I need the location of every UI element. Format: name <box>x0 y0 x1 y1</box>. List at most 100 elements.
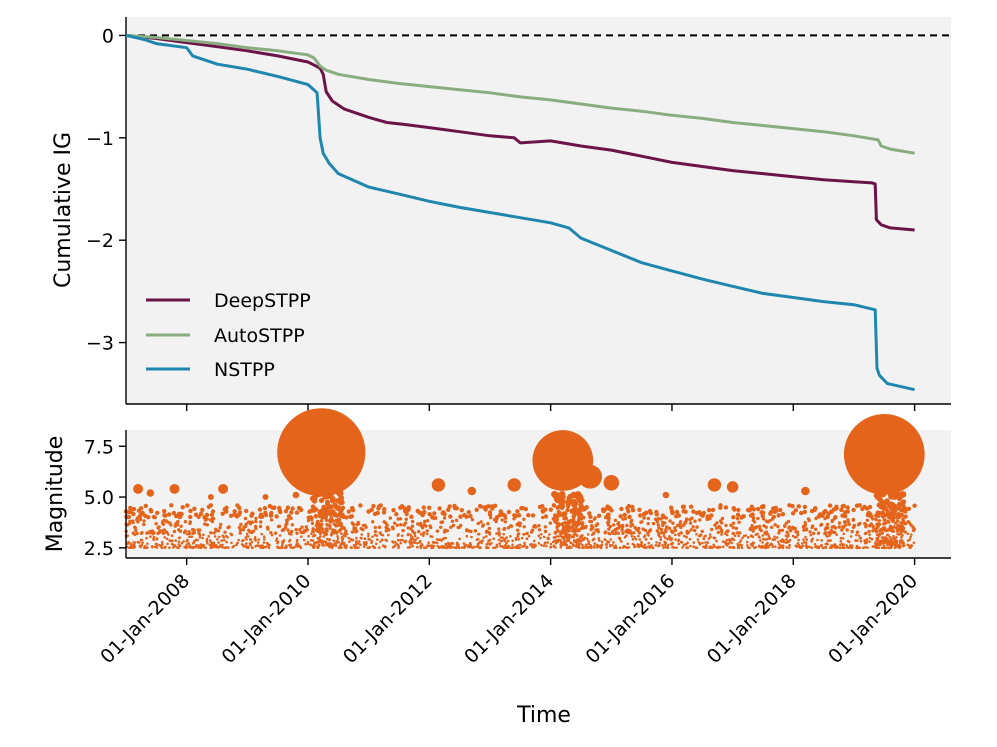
event-point <box>882 536 886 539</box>
event-point <box>295 538 299 542</box>
event-point <box>338 513 343 518</box>
event-point <box>889 527 893 531</box>
event-point <box>342 526 346 530</box>
event-point <box>695 533 698 536</box>
event-point <box>794 544 798 548</box>
event-point <box>274 514 279 519</box>
event-point <box>394 512 399 517</box>
event-point <box>796 533 799 537</box>
event-point <box>307 509 312 514</box>
event-point <box>382 507 387 512</box>
event-point <box>403 521 408 525</box>
event-point <box>844 523 848 527</box>
event-point <box>376 538 379 541</box>
event-point <box>877 540 881 544</box>
event-point <box>447 543 451 546</box>
event-point <box>831 530 835 534</box>
event-point <box>889 546 893 549</box>
event-point <box>128 509 133 515</box>
event-point <box>140 544 144 547</box>
event-point <box>762 524 766 528</box>
event-point <box>545 544 548 548</box>
event-point <box>132 546 135 550</box>
event-point <box>529 543 532 546</box>
event-point <box>428 524 432 528</box>
event-point <box>667 526 672 530</box>
event-point <box>162 528 167 532</box>
event-point <box>511 543 514 547</box>
event-point <box>697 510 702 515</box>
event-point <box>242 525 246 529</box>
event-point <box>634 537 638 541</box>
event-point <box>228 513 234 518</box>
event-point <box>903 522 908 526</box>
event-point <box>741 514 746 519</box>
event-point <box>566 528 570 533</box>
event-point <box>902 506 908 511</box>
event-point <box>561 511 566 516</box>
event-point <box>890 507 895 512</box>
event-point <box>325 537 329 541</box>
event-point <box>562 525 566 529</box>
event-point <box>757 544 761 548</box>
event-point <box>581 537 584 541</box>
event-point <box>901 542 905 545</box>
event-point <box>731 531 735 536</box>
event-point <box>233 513 239 518</box>
event-point <box>391 525 395 530</box>
event-point <box>306 540 310 544</box>
event-point <box>677 538 681 542</box>
event-point <box>384 538 387 542</box>
event-point <box>772 538 776 541</box>
event-point <box>437 506 442 511</box>
event-point <box>698 518 702 522</box>
event-point <box>626 542 629 546</box>
event-point <box>563 521 568 525</box>
event-point <box>306 542 310 546</box>
event-point <box>559 534 563 538</box>
event-point <box>784 521 788 525</box>
event-point <box>160 543 164 546</box>
event-point <box>750 524 754 528</box>
event-point <box>520 505 525 511</box>
event-point <box>362 541 366 544</box>
event-point <box>868 540 871 543</box>
event-point <box>581 534 584 537</box>
event-point <box>660 520 665 525</box>
event-point <box>700 513 705 518</box>
event-point <box>556 504 561 510</box>
event-point <box>212 541 216 545</box>
event-point <box>466 545 470 549</box>
event-point <box>247 535 250 538</box>
event-point <box>463 545 466 548</box>
event-point <box>321 540 325 543</box>
event-point <box>347 536 351 540</box>
event-point <box>401 538 404 542</box>
event-point <box>902 544 906 548</box>
event-point <box>764 538 767 541</box>
event-point <box>765 545 769 549</box>
event-point <box>664 536 667 540</box>
event-point <box>834 504 839 509</box>
event-point <box>521 545 524 548</box>
notable-event-point <box>262 494 269 500</box>
event-point <box>603 530 608 534</box>
event-point <box>350 530 355 534</box>
event-point <box>637 526 641 531</box>
event-point <box>543 529 548 534</box>
event-point <box>771 545 775 549</box>
event-point <box>900 536 903 539</box>
event-point <box>200 507 205 513</box>
event-point <box>217 541 220 544</box>
event-point <box>479 540 482 544</box>
event-point <box>670 543 674 546</box>
event-point <box>506 526 511 530</box>
event-point <box>698 543 702 546</box>
event-point <box>403 540 407 543</box>
event-point <box>816 514 821 519</box>
event-point <box>887 546 890 550</box>
event-point <box>589 519 594 524</box>
event-point <box>475 538 479 542</box>
event-point <box>155 510 160 516</box>
event-point <box>383 545 387 549</box>
